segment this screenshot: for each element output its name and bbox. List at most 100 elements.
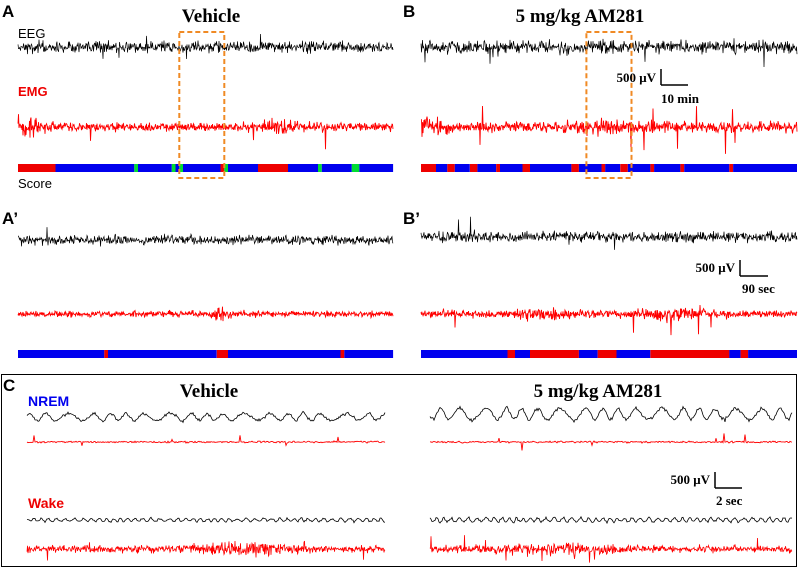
hypnogram-segment-nrem: [344, 350, 394, 358]
hypnogram-segment-wake: [740, 350, 749, 358]
wake-emg-trace-vehicle: [26, 540, 386, 561]
scalebar-1-amp: 500 μV: [616, 70, 656, 85]
hypnogram-segment-wake: [601, 164, 606, 172]
hypnogram-segment-nrem: [175, 164, 180, 172]
traces-layer: [17, 33, 798, 563]
hypnogram-segment-nrem: [108, 350, 217, 358]
wake-emg-trace-am281: [429, 535, 793, 563]
hypnogram-segment-nrem: [477, 164, 497, 172]
hypnogram-segment-wake: [507, 350, 515, 358]
highlight-window-b: [585, 31, 633, 179]
hypnogram-segment-rem: [224, 164, 229, 172]
hypnogram-segment-rem: [318, 164, 322, 172]
hypnogram-segment-nrem: [288, 164, 318, 172]
emg-trace-a-prime: [17, 306, 394, 322]
eeg-trace-b: [420, 38, 798, 68]
nrem-label: NREM: [28, 393, 69, 409]
scalebar-3: 500 μV 2 sec: [670, 472, 743, 508]
hypnogram-segment-nrem: [578, 164, 602, 172]
hypnogram-segment-nrem: [627, 164, 651, 172]
scalebar-1: 500 μV 10 min: [616, 69, 700, 106]
hypnogram-layer: [18, 164, 797, 358]
nrem-emg-trace-am281: [429, 433, 793, 451]
hypnogram-segment-nrem: [530, 164, 572, 172]
hypnogram-segment-rem: [171, 164, 176, 172]
panel-letter-b-prime: B’: [403, 209, 420, 228]
hypnogram-segment-nrem: [515, 350, 530, 358]
panel-a-title: Vehicle: [182, 6, 240, 27]
scalebar-1-time: 10 min: [661, 91, 700, 106]
hypnogram-segment-nrem: [500, 164, 523, 172]
hypnogram-segment-wake: [421, 164, 436, 172]
hypnogram-segment-wake: [530, 350, 579, 358]
hypnogram-segment-wake: [220, 164, 225, 172]
hypnogram-segment-wake: [571, 164, 579, 172]
hypnogram-segment-nrem: [321, 164, 352, 172]
highlight-window-a: [178, 31, 226, 179]
wake-eeg-trace-am281: [429, 515, 793, 525]
hypnogram-segment-nrem: [654, 164, 681, 172]
hypnogram-segment-nrem: [436, 164, 448, 172]
nrem-eeg-trace-am281: [429, 405, 793, 424]
hypnogram-segment-rem: [179, 164, 184, 172]
eeg-trace-b-prime: [420, 216, 798, 250]
hypnogram-segment-wake: [597, 350, 617, 358]
hypnogram-segment-rem: [351, 164, 360, 172]
scalebar-3-time: 2 sec: [716, 493, 743, 508]
panel-b-title: 5 mg/kg AM281: [516, 6, 645, 27]
panel-letter-c: C: [3, 376, 15, 395]
nrem-eeg-trace-vehicle: [26, 410, 386, 424]
wake-eeg-trace-vehicle: [26, 516, 386, 524]
panel-c-title-right: 5 mg/kg AM281: [534, 381, 663, 402]
hypnogram-segment-nrem: [605, 164, 621, 172]
scalebar-3-amp: 500 μV: [670, 472, 710, 487]
emg-trace-b: [420, 105, 798, 154]
hypnogram-segment-nrem: [228, 350, 341, 358]
hypnogram-segment-wake: [620, 164, 628, 172]
panel-c-title-left: Vehicle: [180, 381, 238, 402]
hypnogram-segment-nrem: [138, 164, 172, 172]
panel-letter-a-prime: A’: [2, 209, 18, 228]
hypnogram-segment-nrem: [18, 350, 105, 358]
hypnogram-segment-wake: [216, 350, 229, 358]
hypnogram-segment-nrem: [729, 350, 741, 358]
hypnogram-segment-wake: [522, 164, 530, 172]
hypnogram-segment-nrem: [616, 350, 651, 358]
eeg-label: EEG: [18, 26, 45, 41]
nrem-emg-trace-vehicle: [26, 435, 386, 447]
hypnogram-segment-wake: [469, 164, 478, 172]
hypnogram-segment-nrem: [228, 164, 258, 172]
hypnogram-segment-wake: [650, 350, 730, 358]
hypnogram-segment-wake: [447, 164, 455, 172]
hypnogram-segment-nrem: [733, 164, 797, 172]
panel-letter-a: A: [2, 2, 14, 21]
emg-trace-a: [17, 114, 394, 150]
eeg-trace-a: [17, 33, 394, 60]
hypnogram-segment-nrem: [578, 350, 598, 358]
hypnogram-segment-wake: [496, 164, 500, 172]
hypnogram-segment-wake: [650, 164, 655, 172]
panel-c-frame: [1, 374, 797, 567]
hypnogram-segment-wake: [680, 164, 685, 172]
hypnogram-segment-nrem: [183, 164, 221, 172]
hypnogram-segment-nrem: [55, 164, 135, 172]
scalebar-2-amp: 500 μV: [695, 260, 735, 275]
hypnogram-segment-nrem: [684, 164, 730, 172]
hypnogram-segment-nrem: [748, 350, 797, 358]
scalebar-2-time: 90 sec: [742, 281, 775, 296]
hypnogram-segment-wake: [729, 164, 734, 172]
highlight-layer: [178, 31, 633, 179]
hypnogram-segment-wake: [18, 164, 56, 172]
emg-label: EMG: [18, 84, 48, 99]
hypnogram-segment-nrem: [421, 350, 508, 358]
eeg-trace-a-prime: [18, 227, 394, 247]
emg-trace-b-prime: [420, 304, 798, 336]
scalebar-2: 500 μV 90 sec: [695, 260, 775, 296]
hypnogram-segment-nrem: [359, 164, 394, 172]
panel-letter-b: B: [403, 2, 415, 21]
score-label: Score: [18, 176, 52, 191]
hypnogram-segment-wake: [340, 350, 345, 358]
wake-label: Wake: [28, 495, 64, 511]
hypnogram-segment-wake: [258, 164, 288, 172]
